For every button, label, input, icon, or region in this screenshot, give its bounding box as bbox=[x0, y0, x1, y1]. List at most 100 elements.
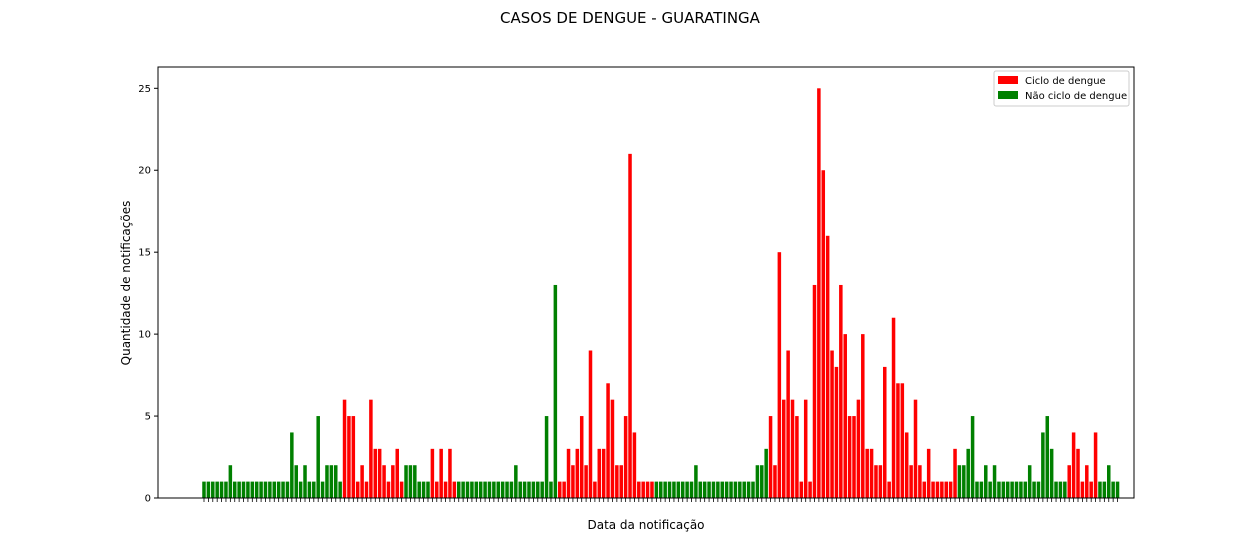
bar-nao-ciclo bbox=[259, 481, 263, 498]
bar-nao-ciclo bbox=[505, 481, 509, 498]
legend-label-nao-ciclo: Não ciclo de dengue bbox=[1025, 91, 1127, 102]
bar-ciclo bbox=[874, 465, 878, 498]
bar-nao-ciclo bbox=[312, 481, 316, 498]
bar-nao-ciclo bbox=[325, 465, 329, 498]
bar-ciclo bbox=[944, 481, 948, 498]
bar-nao-ciclo bbox=[979, 481, 984, 498]
bar-ciclo bbox=[448, 448, 452, 498]
bar-nao-ciclo bbox=[724, 481, 729, 498]
bar-nao-ciclo bbox=[320, 481, 325, 498]
bar-ciclo bbox=[940, 481, 944, 498]
bar-ciclo bbox=[632, 432, 637, 498]
bar-nao-ciclo bbox=[1001, 481, 1006, 498]
bar-nao-ciclo bbox=[307, 481, 312, 498]
bar-ciclo bbox=[843, 334, 847, 498]
bar-nao-ciclo bbox=[1041, 432, 1045, 498]
bar-nao-ciclo bbox=[553, 284, 558, 498]
bar-ciclo bbox=[435, 481, 439, 498]
bar-nao-ciclo bbox=[698, 481, 703, 498]
bar-ciclo bbox=[926, 448, 931, 498]
bar-nao-ciclo bbox=[1115, 481, 1120, 498]
bar-nao-ciclo bbox=[694, 465, 698, 498]
bar-nao-ciclo bbox=[303, 465, 307, 498]
bar-nao-ciclo bbox=[334, 465, 338, 498]
y-tick-label: 10 bbox=[138, 330, 151, 341]
bar-ciclo bbox=[803, 399, 808, 498]
bar-nao-ciclo bbox=[654, 481, 659, 498]
bar-nao-ciclo bbox=[685, 481, 689, 498]
bar-ciclo bbox=[606, 383, 610, 498]
bar-ciclo bbox=[913, 399, 918, 498]
plot-area-frame bbox=[157, 66, 1135, 499]
bar-nao-ciclo bbox=[764, 448, 768, 498]
bar-ciclo bbox=[623, 416, 628, 498]
bar-ciclo bbox=[861, 334, 865, 498]
bar-nao-ciclo bbox=[250, 481, 255, 498]
bar-ciclo bbox=[790, 399, 795, 498]
bar-nao-ciclo bbox=[228, 465, 233, 498]
bar-nao-ciclo bbox=[224, 481, 228, 498]
bar-nao-ciclo bbox=[1023, 481, 1028, 498]
bar-ciclo bbox=[830, 350, 834, 498]
bar-ciclo bbox=[386, 481, 391, 498]
legend-label-ciclo: Ciclo de dengue bbox=[1025, 76, 1106, 87]
bar-nao-ciclo bbox=[237, 481, 241, 498]
bar-ciclo bbox=[391, 465, 395, 498]
bar-nao-ciclo bbox=[408, 465, 413, 498]
bar-ciclo bbox=[360, 465, 364, 498]
bar-nao-ciclo bbox=[465, 481, 470, 498]
bar-nao-ciclo bbox=[474, 481, 479, 498]
bar-nao-ciclo bbox=[1063, 481, 1067, 498]
bar-nao-ciclo bbox=[492, 481, 496, 498]
legend-frame bbox=[993, 70, 1130, 107]
bar-nao-ciclo bbox=[527, 481, 531, 498]
bar-ciclo bbox=[377, 448, 382, 498]
bar-nao-ciclo bbox=[281, 481, 285, 498]
bar-ciclo bbox=[610, 399, 615, 498]
bar-nao-ciclo bbox=[672, 481, 676, 498]
bar-nao-ciclo bbox=[338, 481, 342, 498]
bar-nao-ciclo bbox=[1045, 416, 1050, 498]
bar-nao-ciclo bbox=[1014, 481, 1019, 498]
bar-ciclo bbox=[896, 383, 900, 498]
bar-nao-ciclo bbox=[1058, 481, 1063, 498]
bar-nao-ciclo bbox=[733, 481, 738, 498]
bar-nao-ciclo bbox=[1027, 465, 1032, 498]
y-axis: 0 5 10 15 20 25 bbox=[138, 84, 158, 505]
bar-ciclo bbox=[786, 350, 790, 498]
bar-nao-ciclo bbox=[316, 416, 320, 498]
bar-ciclo bbox=[948, 481, 953, 498]
bar-ciclo bbox=[839, 284, 843, 498]
bar-nao-ciclo bbox=[426, 481, 430, 498]
bar-nao-ciclo bbox=[536, 481, 540, 498]
bar-nao-ciclo bbox=[478, 481, 483, 498]
bar-nao-ciclo bbox=[1098, 481, 1102, 498]
bar-nao-ciclo bbox=[241, 481, 246, 498]
x-axis bbox=[203, 498, 1118, 502]
bar-ciclo bbox=[452, 481, 457, 498]
bar-ciclo bbox=[909, 465, 913, 498]
bar-nao-ciclo bbox=[522, 481, 527, 498]
bar-ciclo bbox=[869, 448, 874, 498]
bar-nao-ciclo bbox=[298, 481, 303, 498]
bar-nao-ciclo bbox=[268, 481, 272, 498]
bar-ciclo bbox=[847, 416, 852, 498]
bar-ciclo bbox=[817, 88, 821, 499]
bar-ciclo bbox=[1093, 432, 1098, 498]
bar-nao-ciclo bbox=[470, 481, 474, 498]
bar-nao-ciclo bbox=[1111, 481, 1115, 498]
bar-nao-ciclo bbox=[988, 481, 992, 498]
bar-ciclo bbox=[922, 481, 927, 498]
bar-ciclo bbox=[439, 448, 443, 498]
bar-ciclo bbox=[935, 481, 940, 498]
legend: Ciclo de dengue Não ciclo de dengue bbox=[993, 70, 1130, 107]
y-tick-label: 0 bbox=[145, 494, 151, 505]
bar-nao-ciclo bbox=[232, 481, 237, 498]
bar-ciclo bbox=[443, 481, 448, 498]
bar-nao-ciclo bbox=[997, 481, 1001, 498]
bar-ciclo bbox=[593, 481, 597, 498]
bar-ciclo bbox=[566, 448, 571, 498]
bar-nao-ciclo bbox=[531, 481, 536, 498]
bar-ciclo bbox=[373, 448, 378, 498]
